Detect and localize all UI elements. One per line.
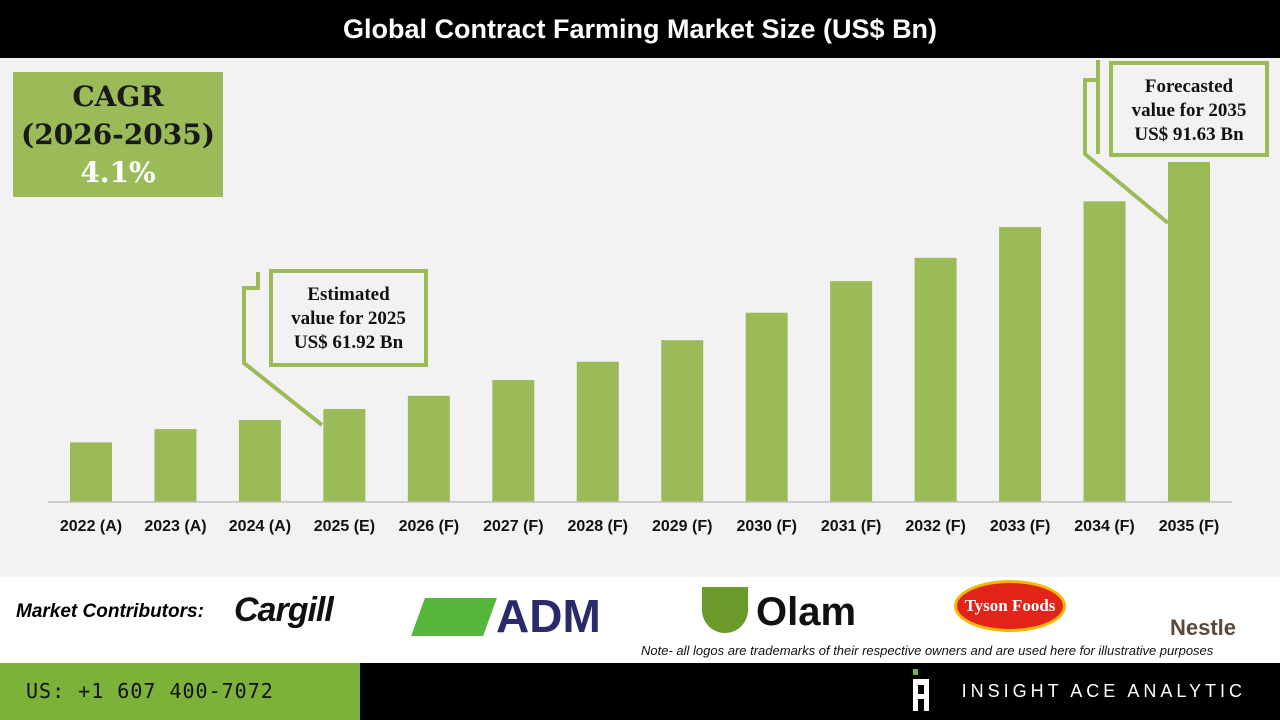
x-tick-label: 2035 (F) bbox=[1159, 518, 1219, 535]
bar-2025 (E) bbox=[323, 408, 366, 502]
estimated-connector bbox=[242, 272, 324, 427]
adm-leaf-icon bbox=[411, 598, 497, 636]
adm-text: ADM bbox=[496, 590, 601, 642]
nestle-logo: Nestle bbox=[1170, 615, 1237, 640]
bar-2027 (F) bbox=[492, 380, 535, 502]
bar-2032 (F) bbox=[914, 257, 957, 502]
x-tick-label: 2023 (A) bbox=[144, 518, 206, 535]
x-tick-label: 2031 (F) bbox=[821, 518, 881, 535]
x-tick-label: 2028 (F) bbox=[568, 518, 628, 535]
x-tick-label: 2030 (F) bbox=[736, 518, 796, 535]
adm-logo: ADM bbox=[411, 589, 601, 643]
forecast-connector bbox=[1083, 78, 1170, 225]
bar-2022 (A) bbox=[70, 442, 112, 502]
x-tick-label: 2027 (F) bbox=[483, 518, 543, 535]
callout-line: value for 2035 bbox=[1131, 100, 1247, 121]
bar-2035 (F) bbox=[1167, 162, 1210, 502]
olam-logo: Olam bbox=[702, 587, 856, 635]
olam-text: Olam bbox=[756, 590, 857, 634]
callout-value: US$ 61.92 Bn bbox=[293, 332, 404, 353]
bar-2030 (F) bbox=[745, 312, 788, 502]
x-tick-label: 2032 (F) bbox=[905, 518, 965, 535]
x-tick-label: 2029 (F) bbox=[652, 518, 712, 535]
callout-line: Forecasted bbox=[1144, 76, 1234, 97]
bar-2034 (F) bbox=[1083, 201, 1126, 502]
bar-2024 (A) bbox=[238, 419, 281, 502]
bar-2033 (F) bbox=[999, 227, 1042, 502]
x-tick-label: 2026 (F) bbox=[399, 518, 459, 535]
trademark-note: Note- all logos are trademarks of their … bbox=[641, 643, 1214, 658]
bar-2026 (F) bbox=[407, 395, 450, 502]
bar-2029 (F) bbox=[661, 340, 704, 502]
cagr-value: 4.1% bbox=[80, 156, 156, 189]
bar-2028 (F) bbox=[576, 361, 619, 502]
insight-ace-logo-icon bbox=[913, 669, 929, 711]
x-tick-label: 2022 (A) bbox=[60, 518, 122, 535]
contributors-label: Market Contributors: bbox=[16, 601, 204, 622]
olam-leaf-icon bbox=[702, 587, 748, 633]
bar-2031 (F) bbox=[830, 281, 873, 502]
bar-chart: 2022 (A) 2023 (A) 2024 (A) 2025 (E) 2026 (F)… bbox=[48, 60, 1232, 535]
forecast-callout: Forecasted value for 2035 US$ 91.63 Bn bbox=[1109, 61, 1269, 157]
cargill-logo: Cargill bbox=[234, 591, 334, 629]
x-tick-label: 2034 (F) bbox=[1074, 518, 1134, 535]
callout-value: US$ 91.63 Bn bbox=[1134, 124, 1244, 145]
x-tick-label: 2025 (E) bbox=[314, 518, 375, 535]
cagr-box: CAGR (2026-2035) 4.1% bbox=[13, 72, 223, 197]
footer-brand-bar: INSIGHT ACE ANALYTIC bbox=[360, 663, 1280, 720]
chart-title: Global Contract Farming Market Size (US$… bbox=[0, 0, 1280, 58]
estimated-callout: Estimated value for 2025 US$ 61.92 Bn bbox=[269, 269, 428, 367]
cagr-period: (2026-2035) bbox=[21, 118, 215, 151]
x-tick-label: 2024 (A) bbox=[229, 518, 291, 535]
callout-line: Estimated bbox=[307, 284, 390, 305]
x-tick-label: 2033 (F) bbox=[990, 518, 1050, 535]
chart-area: 2022 (A) 2023 (A) 2024 (A) 2025 (E) 2026 (F)… bbox=[0, 58, 1280, 577]
cagr-label: CAGR bbox=[72, 80, 164, 113]
tyson-logo: Tyson Foods bbox=[954, 580, 1066, 632]
callout-line: value for 2025 bbox=[291, 308, 406, 329]
contributors-section: Market Contributors: Cargill ADM Olam Ty… bbox=[0, 577, 1280, 663]
bar-2023 (A) bbox=[154, 429, 197, 502]
brand-name: INSIGHT ACE ANALYTIC bbox=[961, 681, 1246, 701]
phone-number: US: +1 607 400-7072 bbox=[0, 663, 360, 720]
